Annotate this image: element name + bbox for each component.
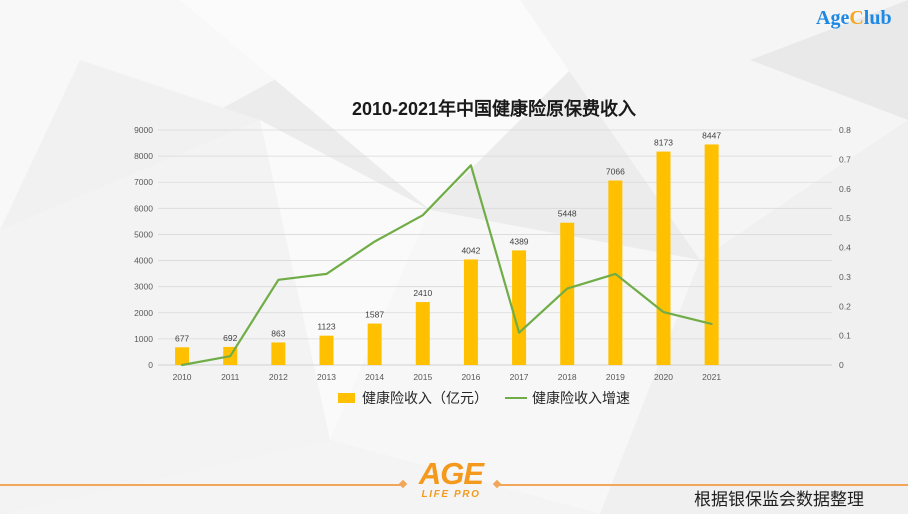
chart-title: 2010-2021年中国健康险原保费收入	[351, 99, 637, 119]
y-right-tick-label-0: 0	[839, 360, 844, 370]
bar-2014	[367, 323, 382, 365]
x-tick-label-2013: 2013	[317, 372, 336, 382]
x-tick-label-2010: 2010	[173, 372, 192, 382]
bar-2016	[463, 259, 478, 365]
bar-2015	[415, 302, 430, 365]
ageclub-logo-part1: Age	[816, 7, 850, 29]
chart-labels: 0 1000 2000 3000 4000 5000 6000 7000 8000 9000 0 0.…	[134, 125, 851, 382]
data-label-2019: 7066	[606, 166, 625, 176]
y-left-tick-label-1000: 1000	[134, 334, 153, 344]
legend-line-swatch	[505, 397, 527, 399]
y-left-tick-label-9000: 9000	[134, 125, 153, 135]
growth-rate-line	[181, 164, 713, 367]
y-right-tick-label-0.4: 0.4	[839, 243, 851, 253]
bar-2021	[704, 144, 719, 365]
y-right-tick-label-0.6: 0.6	[839, 184, 851, 194]
bar-2013	[319, 335, 334, 365]
bar-series-revenue	[175, 144, 719, 365]
data-label-2010: 677	[175, 333, 189, 343]
bar-2017	[512, 250, 527, 365]
x-tick-label-2019: 2019	[606, 372, 625, 382]
y-left-tick-label-6000: 6000	[134, 203, 153, 213]
gridlines	[158, 129, 832, 366]
source-note: 根据银保监会数据整理	[694, 490, 864, 509]
data-label-2013: 1123	[317, 322, 336, 332]
x-tick-label-2018: 2018	[558, 372, 577, 382]
bar-2019	[608, 180, 623, 365]
x-tick-label-2020: 2020	[654, 372, 673, 382]
age-life-pro-logo-subtitle: LIFE PRO	[421, 489, 481, 500]
y-left-tick-label-3000: 3000	[134, 282, 153, 292]
x-tick-label-2012: 2012	[269, 372, 288, 382]
footer-rule-right	[497, 484, 908, 486]
y-left-tick-label-4000: 4000	[134, 256, 153, 266]
y-right-tick-label-0.3: 0.3	[839, 272, 851, 282]
data-label-2016: 4042	[461, 245, 480, 255]
data-label-2017: 4389	[510, 236, 529, 246]
data-label-2012: 863	[271, 328, 285, 338]
x-tick-label-2021: 2021	[702, 372, 721, 382]
x-tick-label-2014: 2014	[365, 372, 384, 382]
x-tick-label-2015: 2015	[413, 372, 432, 382]
legend-label-revenue: 健康险收入（亿元）	[362, 390, 488, 406]
data-label-2021: 8447	[702, 130, 721, 140]
footer-rule-left	[0, 484, 403, 486]
y-right-tick-label-0.2: 0.2	[839, 301, 851, 311]
y-left-tick-label-5000: 5000	[134, 229, 153, 239]
bar-2018	[560, 222, 575, 365]
x-tick-label-2017: 2017	[510, 372, 529, 382]
y-right-tick-label-0.8: 0.8	[839, 125, 851, 135]
y-left-tick-label-7000: 7000	[134, 177, 153, 187]
ageclub-logo-part2: C	[849, 7, 864, 29]
legend-bar-swatch	[338, 393, 355, 403]
y-left-tick-label-2000: 2000	[134, 308, 153, 318]
y-right-tick-label-0.7: 0.7	[839, 154, 851, 164]
line-series-growth	[181, 164, 713, 367]
y-left-tick-label-8000: 8000	[134, 151, 153, 161]
bar-2020	[656, 151, 671, 365]
data-label-2020: 8173	[654, 138, 673, 148]
y-right-tick-label-0.1: 0.1	[839, 331, 851, 341]
bar-2010	[175, 347, 190, 365]
ageclub-logo-part3: lub	[863, 7, 892, 29]
data-label-2011: 692	[223, 333, 237, 343]
y-left-tick-label-0: 0	[148, 360, 153, 370]
y-right-tick-label-0.5: 0.5	[839, 213, 851, 223]
x-tick-label-2011: 2011	[221, 372, 240, 382]
bar-2012	[271, 342, 286, 365]
data-label-2015: 2410	[413, 288, 432, 298]
data-label-2014: 1587	[365, 310, 384, 320]
ageclub-logo: AgeClub	[816, 7, 892, 29]
data-label-2018: 5448	[558, 209, 577, 219]
x-tick-label-2016: 2016	[461, 372, 480, 382]
legend-label-growth: 健康险收入增速	[532, 390, 630, 406]
age-life-pro-logo: AGE	[418, 456, 484, 491]
